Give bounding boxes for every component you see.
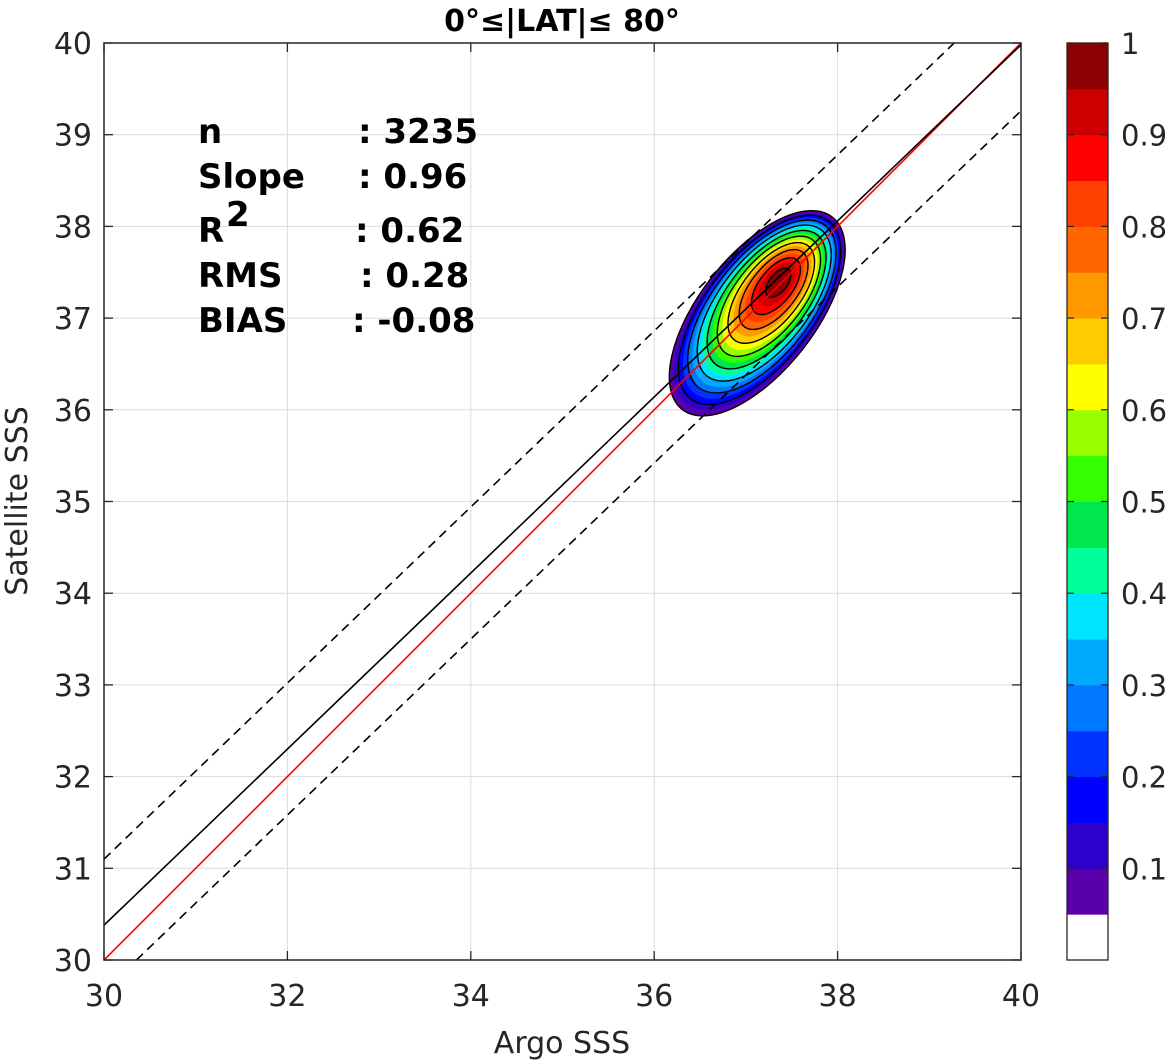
x-axis-label: Argo SSS — [494, 1026, 630, 1061]
x-tick-label: 34 — [452, 979, 490, 1014]
colorbar-segment — [1067, 272, 1108, 319]
colorbar-tick-label: 1 — [1121, 27, 1139, 61]
colorbar-segment — [1067, 593, 1108, 640]
colorbar-tick-label: 0.1 — [1121, 852, 1167, 886]
colorbar-segment — [1067, 409, 1108, 457]
regression-bound-line — [104, 43, 956, 860]
y-tick-label: 35 — [54, 486, 92, 521]
axis-ticks: 30 32 34 36 38 40 30 31 32 33 34 35 36 37 38 39 40 — [54, 27, 1040, 1014]
colorbar-tick-label: 0.6 — [1121, 394, 1167, 428]
colorbar-segment — [1067, 455, 1108, 502]
colorbar-segment — [1067, 914, 1108, 961]
colorbar-tick-label: 0.7 — [1121, 302, 1167, 336]
y-tick-label: 39 — [54, 119, 92, 154]
colorbar-segment — [1067, 684, 1108, 732]
stat-label: n — [198, 112, 222, 152]
colorbar-segment — [1067, 868, 1108, 915]
regression-bound-line — [135, 110, 1021, 960]
colorbar-tick-label: 0.5 — [1121, 486, 1167, 520]
stat-value: : 3235 — [358, 112, 478, 152]
stat-value: : 0.28 — [360, 256, 469, 296]
stat-value: : 0.62 — [355, 211, 464, 251]
colorbar-segment — [1067, 501, 1108, 548]
y-tick-label: 30 — [54, 944, 92, 979]
stat-label: RMS — [198, 256, 283, 296]
y-tick-label: 34 — [54, 577, 92, 612]
colorbar-segment — [1067, 180, 1108, 227]
stats-box: n : 3235 Slope : 0.96 R 2 : 0.62 RMS : 0.28 BIAS:… — [198, 112, 478, 341]
stat-label: BIAS — [198, 301, 287, 341]
y-tick-label: 36 — [54, 394, 92, 429]
colorbar-segment — [1067, 730, 1108, 778]
colorbar-segment — [1067, 822, 1108, 869]
chart-title: 0°≤|LAT|≤ 80° — [444, 4, 680, 39]
colorbar: 1 0.9 0.8 0.7 0.6 0.5 0.4 0.3 0.2 0.1 — [1066, 27, 1167, 961]
colorbar-segment — [1067, 43, 1108, 90]
colorbar-segment — [1067, 639, 1108, 686]
colorbar-tick-label: 0.4 — [1121, 577, 1167, 611]
y-tick-label: 31 — [54, 852, 92, 887]
x-tick-label: 32 — [268, 979, 306, 1014]
colorbar-segment — [1067, 134, 1108, 182]
y-tick-label: 37 — [54, 302, 92, 337]
colorbar-segment — [1067, 363, 1108, 411]
x-tick-label: 30 — [85, 979, 123, 1014]
y-tick-label: 33 — [54, 669, 92, 704]
y-tick-label: 38 — [54, 210, 92, 245]
stat-value: : -0.08 — [352, 301, 475, 341]
colorbar-segment — [1067, 318, 1108, 365]
fit-lines — [104, 43, 1021, 960]
colorbar-tick-label: 0.3 — [1121, 669, 1167, 703]
colorbar-tick-label: 0.9 — [1121, 119, 1167, 153]
x-tick-label: 40 — [1002, 979, 1040, 1014]
y-tick-label: 32 — [54, 761, 92, 796]
stat-label: R — [198, 211, 224, 251]
colorbar-tick-label: 0.8 — [1121, 210, 1167, 244]
stat-value: : 0.96 — [358, 157, 467, 197]
colorbar-segment — [1067, 88, 1108, 136]
colorbar-tick-label: 0.2 — [1121, 761, 1167, 795]
x-tick-label: 36 — [635, 979, 673, 1014]
y-axis-label: Satellite SSS — [0, 406, 35, 596]
stat-label-superscript: 2 — [226, 195, 250, 235]
colorbar-segment — [1067, 776, 1108, 823]
stat-label: Slope — [198, 157, 305, 197]
regression-line — [104, 44, 1021, 926]
colorbar-segment — [1067, 226, 1108, 273]
y-tick-label: 40 — [54, 27, 92, 62]
x-tick-label: 38 — [819, 979, 857, 1014]
colorbar-segment — [1067, 547, 1108, 594]
one-to-one-line — [104, 43, 1021, 960]
